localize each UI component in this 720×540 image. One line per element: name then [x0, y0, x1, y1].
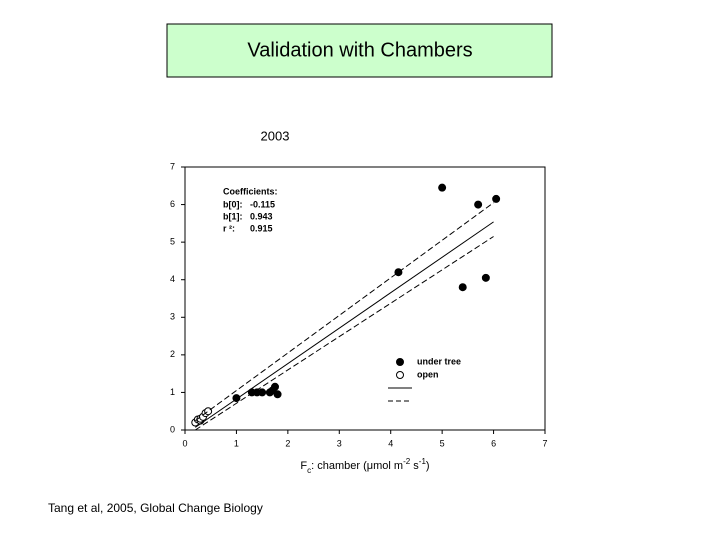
x-axis-label-part: μmol m	[367, 460, 403, 472]
x-tick-label: 3	[337, 438, 342, 448]
coef-value: 0.943	[250, 211, 273, 221]
point	[273, 390, 282, 399]
coef-label: b[0]:	[223, 199, 243, 209]
fit-line	[194, 202, 494, 422]
x-axis-label-part: c	[307, 466, 311, 475]
x-tick-label: 2	[285, 438, 290, 448]
point	[204, 407, 213, 416]
y-tick-label: 5	[170, 237, 175, 247]
legend-marker	[396, 358, 404, 366]
coef-label: r ²:	[223, 223, 235, 233]
x-tick-label: 4	[388, 438, 393, 448]
coef-value: 0.915	[250, 223, 273, 233]
x-axis-label-part: : chamber (	[311, 460, 367, 472]
fit-line	[195, 221, 494, 428]
title-box	[166, 23, 553, 78]
point	[458, 283, 467, 292]
x-tick-label: 0	[182, 438, 187, 448]
point	[474, 200, 483, 209]
x-axis-label-part: -2	[403, 457, 411, 466]
coef-title: Coefficients:	[223, 186, 278, 196]
point	[492, 194, 501, 203]
x-axis-label-part: F	[300, 460, 307, 472]
slide-title: Validation with Chambers	[247, 39, 472, 61]
x-axis-label-part: s	[410, 460, 419, 472]
y-tick-label: 1	[170, 387, 175, 397]
coef-value: -0.115	[250, 199, 275, 209]
chart-title: 2003	[261, 128, 290, 143]
point	[481, 273, 490, 282]
x-axis-label-part: )	[426, 460, 430, 472]
y-tick-label: 2	[170, 349, 175, 359]
y-tick-label: 7	[170, 161, 175, 171]
plot-frame	[184, 166, 546, 431]
x-axis-label-part: -1	[419, 457, 427, 466]
y-tick-label: 4	[170, 274, 175, 284]
x-tick-label: 1	[234, 438, 239, 448]
x-tick-label: 7	[542, 438, 547, 448]
x-axis-label: Fc: chamber (μmol m-2 s-1)	[300, 457, 429, 475]
point	[438, 183, 447, 192]
point	[258, 388, 267, 397]
y-tick-label: 3	[170, 312, 175, 322]
y-tick-label: 6	[170, 199, 175, 209]
x-tick-label: 5	[440, 438, 445, 448]
footer: Tang et al, 2005, Global Change Biology	[48, 501, 263, 515]
legend-marker	[396, 371, 404, 379]
y-tick-label: 0	[170, 424, 175, 434]
fit-line	[195, 236, 494, 431]
x-tick-label: 6	[491, 438, 496, 448]
legend-label: open	[417, 369, 439, 379]
coef-label: b[1]:	[223, 211, 243, 221]
point	[271, 382, 279, 391]
legend-label: under tree	[417, 356, 461, 366]
point	[394, 268, 403, 277]
